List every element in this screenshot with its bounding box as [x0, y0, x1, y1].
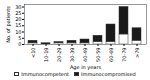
svg-text:50-59: 50-59: [95, 48, 101, 63]
svg-text:>79: >79: [134, 48, 140, 59]
svg-text:30-39: 30-39: [69, 48, 75, 63]
svg-text:<10: <10: [30, 48, 36, 59]
html-text:Immunocompromised: Immunocompromised: [81, 70, 136, 77]
svg-text:0: 0: [18, 41, 21, 47]
svg-text:40-49: 40-49: [82, 48, 88, 63]
svg-text:20-29: 20-29: [56, 48, 62, 63]
svg-text:70-79: 70-79: [121, 48, 127, 63]
svg-text:25: 25: [15, 10, 21, 16]
html-text:Immunocompetent: Immunocompetent: [21, 70, 70, 77]
svg-text:30: 30: [15, 4, 21, 10]
svg-text:10: 10: [15, 29, 21, 35]
svg-text:20: 20: [15, 16, 21, 22]
svg-text:5: 5: [18, 35, 21, 41]
svg-text:60-69: 60-69: [108, 48, 114, 63]
svg-text:10-19: 10-19: [43, 48, 49, 63]
svg-text:Age in years: Age in years: [70, 64, 102, 71]
svg-text:No. of patients: No. of patients: [5, 6, 12, 43]
svg-text:15: 15: [15, 22, 21, 28]
